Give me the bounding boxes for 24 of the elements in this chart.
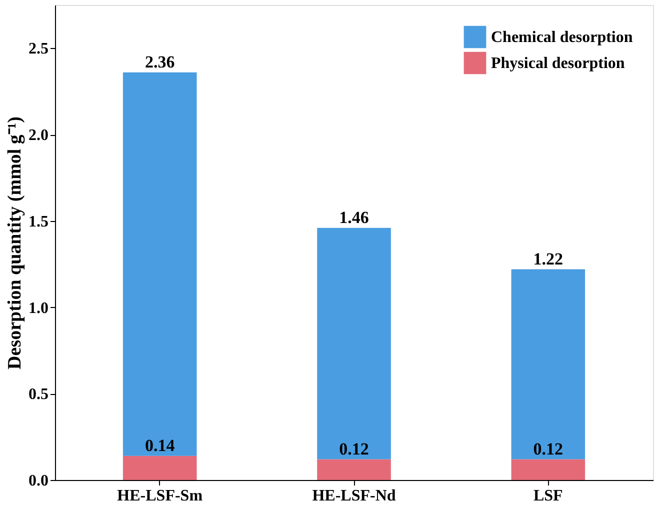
bar bbox=[122, 72, 197, 456]
y-tick-label: 0.5 bbox=[28, 386, 48, 404]
data-label: 0.12 bbox=[533, 439, 564, 458]
data-label: 0.12 bbox=[339, 439, 369, 458]
data-label: 0.14 bbox=[144, 436, 176, 455]
bar bbox=[317, 459, 391, 480]
total-label: 1.46 bbox=[339, 208, 369, 227]
x-tick-label: HE-LSF-Nd bbox=[312, 488, 396, 504]
bar bbox=[317, 228, 391, 460]
x-tick-label: HE-LSF-Sm bbox=[117, 488, 204, 504]
bar bbox=[122, 456, 197, 480]
legend-label: Chemical desorption bbox=[491, 29, 633, 46]
y-axis-title: Desorption quantity (mmol g⁻¹) bbox=[4, 116, 26, 370]
x-tick-label: LSF bbox=[533, 488, 564, 504]
y-tick-label: 0.0 bbox=[28, 472, 48, 490]
bar bbox=[511, 269, 586, 460]
y-tick-label: 2.5 bbox=[28, 40, 48, 58]
y-tick-label: 2.0 bbox=[28, 127, 48, 144]
bar bbox=[511, 459, 586, 480]
y-tick-label: 1.5 bbox=[28, 213, 48, 230]
total-label: 2.36 bbox=[144, 52, 175, 72]
total-label: 1.22 bbox=[533, 249, 564, 268]
legend-label: Physical desorption bbox=[491, 55, 625, 72]
y-tick-label: 1.0 bbox=[28, 300, 48, 317]
